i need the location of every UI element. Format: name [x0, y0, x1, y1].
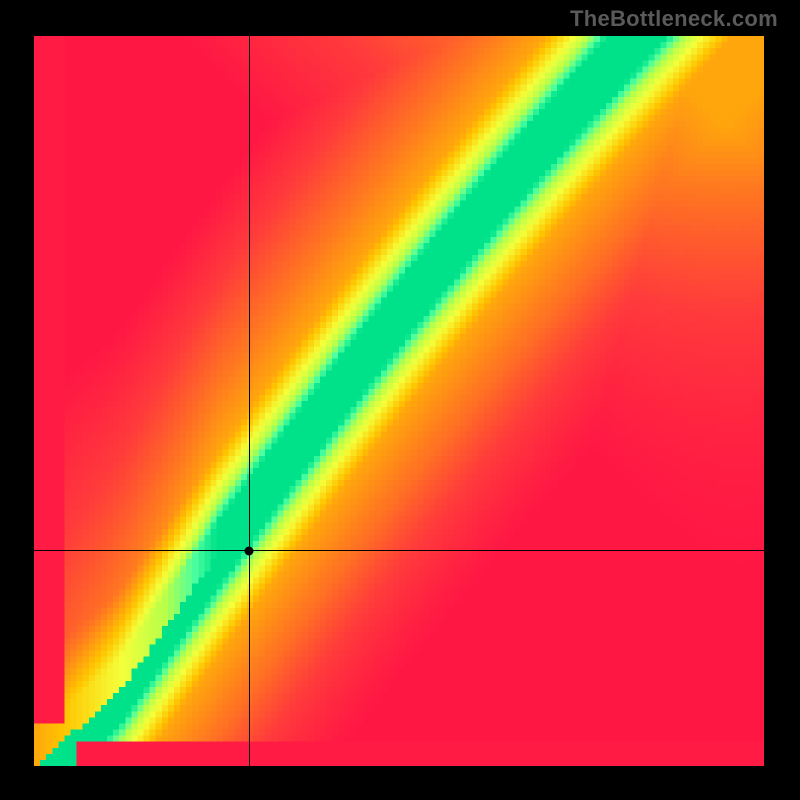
- plot-area: [34, 36, 764, 766]
- watermark-text: TheBottleneck.com: [570, 6, 778, 32]
- root-container: TheBottleneck.com: [0, 0, 800, 800]
- bottleneck-heatmap: [34, 36, 764, 766]
